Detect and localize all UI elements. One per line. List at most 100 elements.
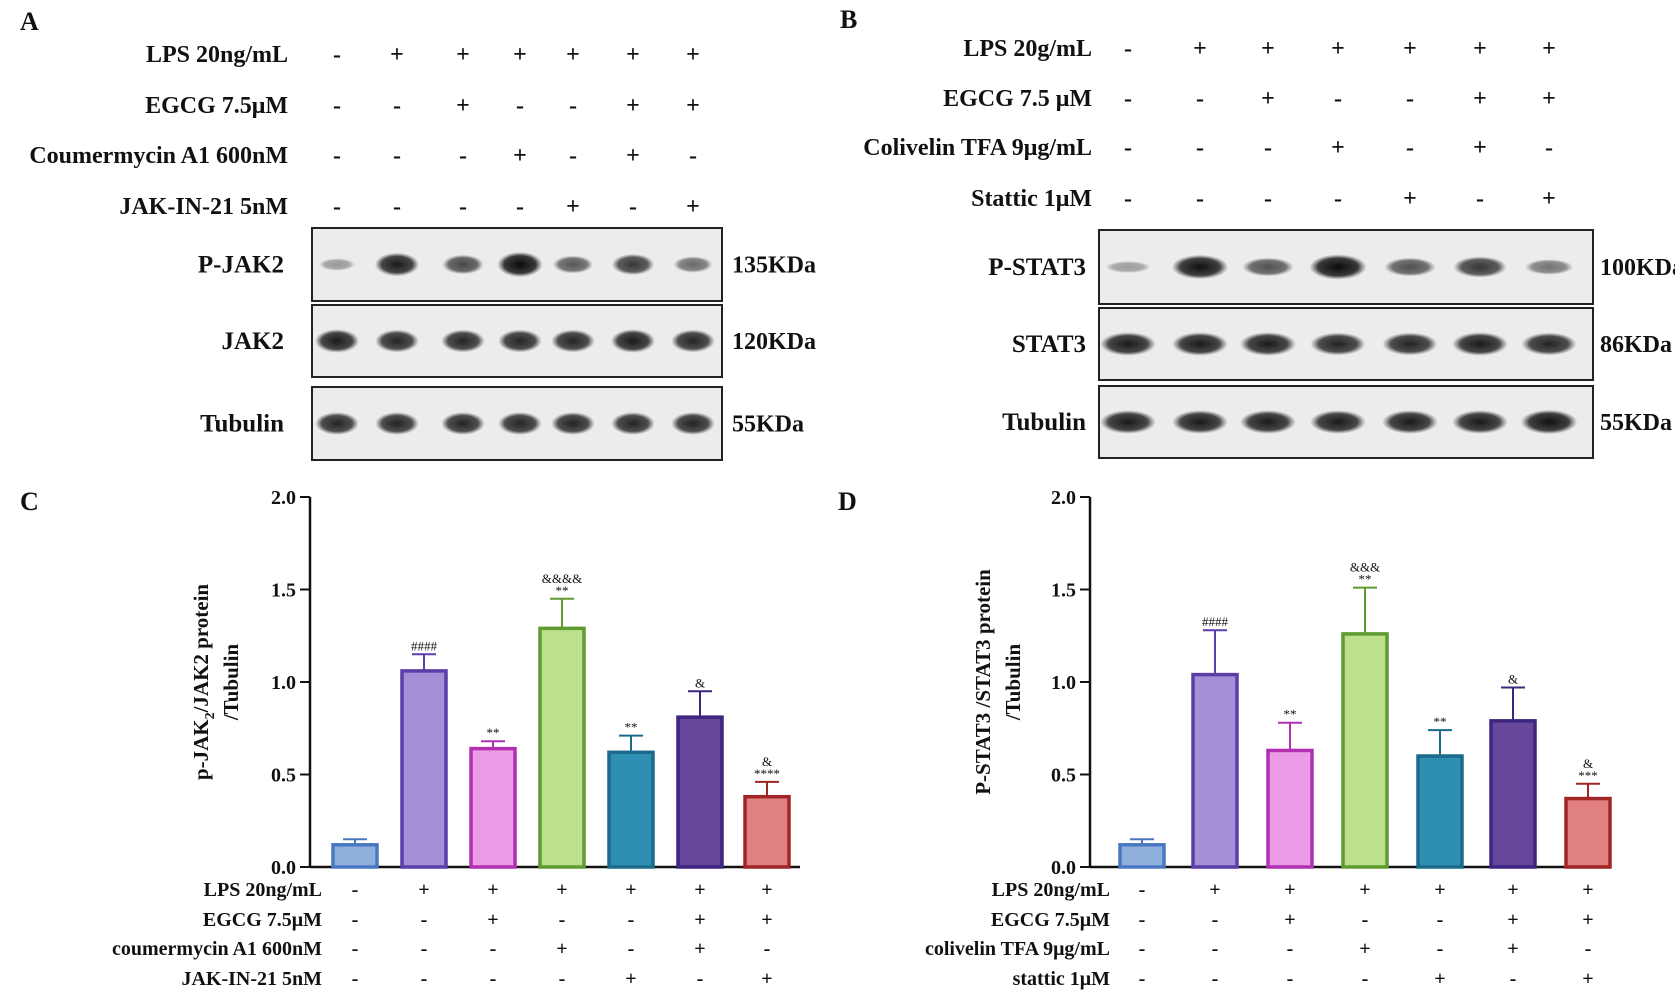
treatment-sign: - <box>490 968 497 990</box>
significance-marker: ** <box>1359 572 1372 587</box>
treatment-sign: - <box>697 968 704 990</box>
significance-marker: ** <box>1284 707 1297 722</box>
treatment-sign: - <box>1585 938 1592 960</box>
treatment-sign: - <box>352 938 359 960</box>
treatment-sign: - <box>352 879 359 901</box>
treatment-sign: + <box>566 194 580 220</box>
blot-kda-label: 120KDa <box>732 329 816 355</box>
blot-band <box>1240 332 1296 356</box>
treatment-label: LPS 20ng/mL <box>204 879 322 901</box>
y-tick-label: 0.5 <box>271 765 296 787</box>
treatment-sign: - <box>764 938 771 960</box>
blot-protein-label: STAT3 <box>1012 331 1086 358</box>
bar <box>607 750 655 869</box>
significance-marker: ** <box>625 720 638 735</box>
treatment-sign: + <box>1582 879 1593 901</box>
bar <box>469 746 517 869</box>
treatment-sign: - <box>459 194 467 220</box>
chart-C: C 0.0 0.5 1.0 1.5 2.0 p-JAK2/JAK2 protein/Tubu… <box>20 487 800 990</box>
treatment-sign: - <box>1287 938 1294 960</box>
significance-marker: & <box>695 675 705 690</box>
treatment-sign: - <box>1124 135 1132 161</box>
treatment-sign: + <box>456 42 470 68</box>
panel-letter-B: B <box>840 5 857 34</box>
blot-panel-B: B LPS 20g/mL - + + + + + + EGCG 7.5 μM - - + - - + + Coli… <box>840 5 1675 459</box>
significance-marker: & <box>1508 672 1518 687</box>
treatment-sign: - <box>559 909 566 931</box>
blot-band <box>442 254 484 275</box>
treatment-sign: - <box>393 93 401 119</box>
y-axis-label: P-STAT3 /STAT3 protein/Tubulin <box>971 569 1025 795</box>
treatment-label: stattic 1μM <box>1013 968 1111 990</box>
blot-band <box>551 412 595 435</box>
treatment-sign: - <box>1437 909 1444 931</box>
treatment-sign: + <box>1434 879 1445 901</box>
treatment-sign: + <box>761 909 772 931</box>
treatment-sign: + <box>626 93 640 119</box>
y-tick-label: 0.5 <box>1051 765 1076 787</box>
blot-band <box>1520 409 1578 435</box>
bar <box>331 843 379 869</box>
blot-band <box>315 412 359 435</box>
treatment-sign: + <box>761 968 772 990</box>
treatment-sign: + <box>1331 135 1345 161</box>
treatment-sign: - <box>1437 938 1444 960</box>
significance-marker: ** <box>556 583 569 598</box>
treatment-sign: + <box>1507 909 1518 931</box>
y-tick-label: 1.0 <box>271 672 296 694</box>
treatment-sign: - <box>1264 186 1272 212</box>
blot-band <box>1524 259 1574 275</box>
blot-band <box>1384 257 1436 277</box>
treatment-sign: - <box>1139 879 1146 901</box>
treatment-label: EGCG 7.5μM <box>145 93 288 119</box>
treatment-sign: - <box>352 909 359 931</box>
y-tick-label: 1.5 <box>1051 580 1076 602</box>
significance-marker: **** <box>754 766 780 781</box>
treatment-sign: - <box>1124 36 1132 62</box>
bar <box>1416 754 1464 869</box>
blot-band <box>498 412 542 435</box>
treatment-sign: + <box>1507 879 1518 901</box>
treatment-sign: + <box>1582 968 1593 990</box>
treatment-sign: - <box>1139 909 1146 931</box>
significance-marker: & <box>1583 756 1593 771</box>
treatment-sign: + <box>1473 86 1487 112</box>
blot-band <box>1310 332 1366 356</box>
blot-band <box>552 255 594 274</box>
blot-band <box>1382 410 1438 434</box>
treatment-sign: + <box>487 879 498 901</box>
significance-marker: & <box>762 754 772 769</box>
treatment-sign: - <box>393 194 401 220</box>
treatment-label: LPS 20ng/mL <box>992 879 1110 901</box>
blot-band <box>314 329 360 353</box>
treatment-sign: + <box>761 879 772 901</box>
blot-band <box>375 329 419 353</box>
blot-kda-label: 55KDa <box>732 412 804 438</box>
treatment-sign: + <box>1473 135 1487 161</box>
blot-band <box>1310 410 1366 434</box>
treatment-sign: + <box>1261 86 1275 112</box>
treatment-sign: - <box>490 938 497 960</box>
treatment-label: coumermycin A1 600nM <box>112 938 322 960</box>
treatment-sign: - <box>1362 909 1369 931</box>
treatment-sign: - <box>1124 86 1132 112</box>
treatment-sign: - <box>1406 135 1414 161</box>
y-tick-label: 1.5 <box>271 580 296 602</box>
treatment-sign: + <box>625 879 636 901</box>
treatment-sign: + <box>1542 36 1556 62</box>
blot-protein-label: JAK2 <box>222 328 285 355</box>
blot-band <box>671 329 715 353</box>
treatment-sign: + <box>513 42 527 68</box>
blot-band <box>375 412 419 435</box>
treatment-sign: + <box>487 909 498 931</box>
treatment-sign: + <box>626 143 640 169</box>
treatment-sign: - <box>1212 909 1219 931</box>
blot-band <box>611 253 655 276</box>
blot-band <box>1171 254 1229 280</box>
treatment-sign: + <box>566 42 580 68</box>
blot-band <box>1382 332 1438 356</box>
blot-protein-label: P-STAT3 <box>988 254 1086 281</box>
treatment-sign: - <box>421 968 428 990</box>
treatment-sign: + <box>456 93 470 119</box>
